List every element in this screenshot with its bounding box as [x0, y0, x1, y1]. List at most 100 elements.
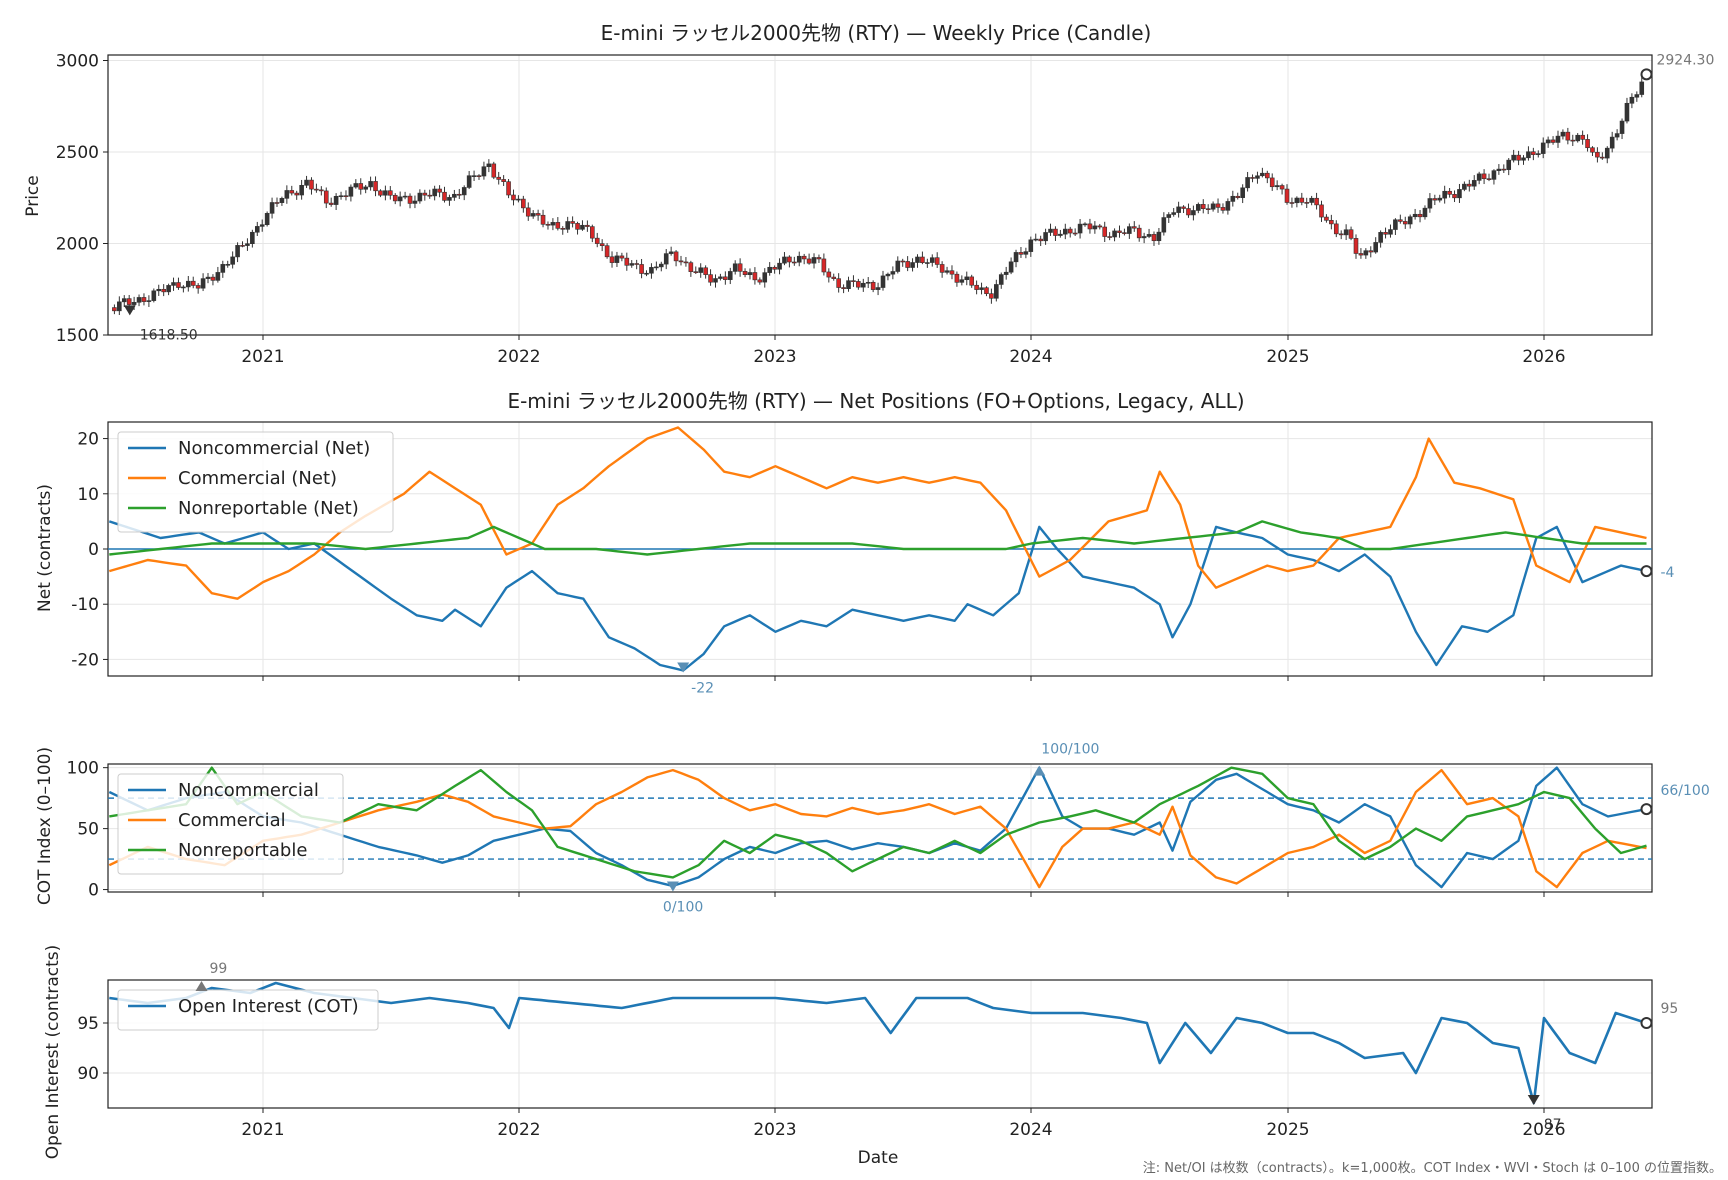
price-candle-body-63	[422, 192, 428, 196]
cot-legend-box	[117, 773, 344, 875]
price-candle-body-78	[496, 176, 502, 180]
price-candle-body-9	[156, 288, 162, 292]
price-candle-body-8	[151, 290, 157, 301]
price-candle-body-198	[1087, 223, 1093, 230]
price-candle-body-65	[432, 188, 437, 197]
net-chart-title: E-mini ラッセル2000先物 (RTY) — Net Positions …	[507, 389, 1244, 413]
price-candle-body-228	[1235, 195, 1241, 198]
price-candle-body-222	[1205, 208, 1211, 210]
price-candle-body-211	[1151, 234, 1157, 242]
price-candle-body-293	[1555, 135, 1561, 143]
price-candle-body-239	[1289, 202, 1295, 204]
price-candle-body-129	[747, 272, 753, 275]
price-candle-body-6	[141, 297, 147, 302]
price-candle-body-18	[200, 278, 206, 289]
price-candle-body-106	[634, 263, 639, 265]
price-candle-body-10	[161, 288, 166, 293]
cot-annotation-0: 0/100	[663, 900, 703, 916]
price-candle-body-83	[521, 198, 526, 209]
price-candle-body-245	[1319, 204, 1324, 218]
price-candle-body-93	[570, 221, 575, 224]
cot-index-panel: COT Index (0–100) 0 50 100 Noncommercial Com…	[35, 742, 1710, 916]
oi-legend-box	[117, 989, 379, 1031]
price-candle-body-136	[782, 256, 787, 264]
net-series-0	[108, 520, 1647, 672]
price-candle-body-26	[240, 245, 245, 247]
price-candle-body-290	[1540, 142, 1546, 154]
price-candle-body-130	[752, 272, 758, 281]
price-panel: E-mini ラッセル2000先物 (RTY) — Weekly Price (…	[23, 21, 1714, 367]
price-candle-body-149	[846, 280, 851, 289]
price-candle-body-121	[708, 274, 713, 283]
price-candle-body-273	[1457, 189, 1462, 199]
price-candle-body-231	[1250, 177, 1255, 179]
price-candle-body-100	[604, 245, 610, 258]
oi-x-axis-label: Date	[858, 1148, 899, 1168]
price-candle-body-159	[895, 260, 901, 272]
price-candle-body-107	[639, 264, 644, 274]
price-candle-body-260	[1393, 219, 1398, 230]
price-candle-body-291	[1545, 139, 1551, 144]
price-candle-body-15	[186, 280, 191, 288]
price-candle-body-210	[1146, 234, 1152, 237]
price-candle-body-164	[920, 256, 925, 263]
oi-xtick-label-3: 2024	[1009, 1120, 1052, 1140]
price-candle-body-269	[1437, 197, 1443, 201]
price-candle-body-165	[925, 262, 930, 264]
price-candle-body-114	[673, 251, 679, 262]
price-candle-body-296	[1570, 139, 1576, 142]
price-candle-body-178	[989, 293, 994, 299]
price-candle-body-191	[1053, 228, 1058, 236]
oi-marker-1	[1527, 1095, 1540, 1105]
oi-marker-0	[195, 981, 208, 991]
price-candle-body-240	[1294, 197, 1300, 204]
price-candle-body-297	[1575, 134, 1581, 142]
price-candle-body-274	[1462, 183, 1467, 190]
price-candle-body-243	[1309, 197, 1314, 203]
price-candle-body-307	[1624, 102, 1630, 122]
price-candle-body-186	[1028, 239, 1034, 252]
price-candle-body-176	[979, 287, 984, 290]
price-candle-body-116	[683, 261, 689, 264]
price-candle-body-3	[126, 298, 132, 305]
price-candle-body-180	[998, 274, 1004, 285]
price-candle-body-132	[762, 272, 768, 283]
price-candle-body-154	[870, 281, 876, 290]
price-xtick-label-0: 2021	[241, 347, 284, 367]
oi-annotation-1: 87	[1544, 1117, 1562, 1133]
price-candle-body-39	[304, 179, 309, 186]
price-candle-body-247	[1329, 220, 1334, 225]
price-candle-body-223	[1210, 203, 1216, 210]
oi-xtick-label-2: 2023	[753, 1120, 796, 1140]
price-candle-body-185	[1023, 251, 1029, 255]
price-candle-body-41	[314, 188, 319, 191]
price-candle-body-303	[1604, 147, 1610, 159]
net-ytick-label-4: 20	[77, 430, 99, 450]
price-candle-body-117	[688, 262, 694, 272]
price-xtick-label-1: 2022	[497, 347, 540, 367]
price-candle-body-64	[427, 194, 433, 197]
price-candle-body-200	[1097, 225, 1103, 228]
price-candle-body-238	[1284, 188, 1290, 203]
price-candle-body-227	[1230, 195, 1236, 202]
price-candle-body-2	[121, 298, 127, 303]
price-candle-body-266	[1422, 207, 1428, 218]
price-candle-body-31	[264, 213, 270, 225]
price-candle-body-90	[555, 222, 561, 229]
price-candle-body-102	[614, 255, 620, 263]
price-candle-body-60	[407, 195, 413, 204]
price-candle-body-103	[619, 255, 625, 259]
price-candle-body-248	[1333, 223, 1339, 235]
price-candle-body-51	[363, 186, 368, 190]
price-candle-body-276	[1471, 180, 1477, 187]
oi-xtick-label-0: 2021	[241, 1120, 284, 1140]
price-candle-body-166	[929, 257, 935, 263]
price-candle-body-57	[392, 194, 398, 202]
price-candle-body-23	[225, 264, 231, 266]
price-candle-body-80	[506, 181, 511, 196]
price-candle-body-304	[1609, 136, 1615, 149]
net-legend-label-2: Nonreportable (Net)	[178, 498, 359, 519]
price-candle-body-142	[811, 257, 817, 264]
price-candle-body-225	[1220, 207, 1226, 211]
price-candle-body-1	[117, 301, 122, 312]
